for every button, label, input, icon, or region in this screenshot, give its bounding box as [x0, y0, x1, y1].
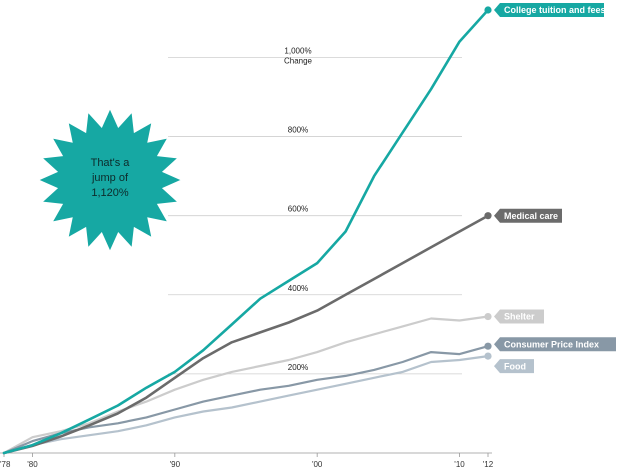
series-end-dot [484, 312, 492, 321]
series-label: Food [504, 361, 526, 371]
y-grid-label: 1,000% [284, 46, 311, 55]
series-label-tag [494, 359, 534, 374]
series-line [2, 8, 490, 455]
y-grid-label-sub: Change [284, 56, 313, 65]
series-line [2, 214, 490, 455]
series-label: Consumer Price Index [504, 339, 599, 349]
x-tick-label: '00 [312, 460, 323, 469]
series-end-dot [484, 6, 492, 14]
series-label-tag [494, 208, 562, 223]
series-end-dot [484, 212, 492, 220]
starburst-annotation: That's a jump of 1,120% [36, 106, 184, 254]
series-label: Medical care [504, 211, 558, 221]
series-label: College tuition and fees [504, 5, 606, 15]
x-tick-label: '80 [27, 460, 38, 469]
series-label: Shelter [504, 312, 535, 322]
grid-lines: 200% 400% 600% 800% 1,000%Change [168, 46, 462, 375]
series-end-dot [484, 352, 492, 360]
series-labels: College tuition and fees Medical care Shel… [484, 3, 616, 374]
series-label-tag [494, 337, 616, 352]
y-grid-label: 600% [288, 205, 308, 214]
y-grid-label: 800% [288, 126, 308, 135]
x-axis: '78 '80 '90 '00 '10 '12 [0, 452, 494, 469]
y-grid-label: 200% [288, 363, 308, 372]
series-end-dot [484, 342, 492, 350]
series-lines [2, 8, 490, 455]
burst-line-1: That's a [91, 157, 131, 169]
series-label-tag [494, 309, 544, 324]
x-tick-label: '78 [0, 460, 11, 469]
starburst-shape [36, 106, 184, 254]
burst-line-3: 1,120% [91, 187, 129, 199]
series-line [2, 315, 490, 455]
y-grid-label: 400% [288, 284, 308, 293]
x-tick-label: '12 [483, 460, 494, 469]
burst-line-2: jump of [91, 172, 129, 184]
x-tick-label: '10 [454, 460, 465, 469]
series-line [2, 355, 490, 455]
x-tick-label: '90 [170, 460, 181, 469]
series-label-tag [494, 3, 604, 17]
